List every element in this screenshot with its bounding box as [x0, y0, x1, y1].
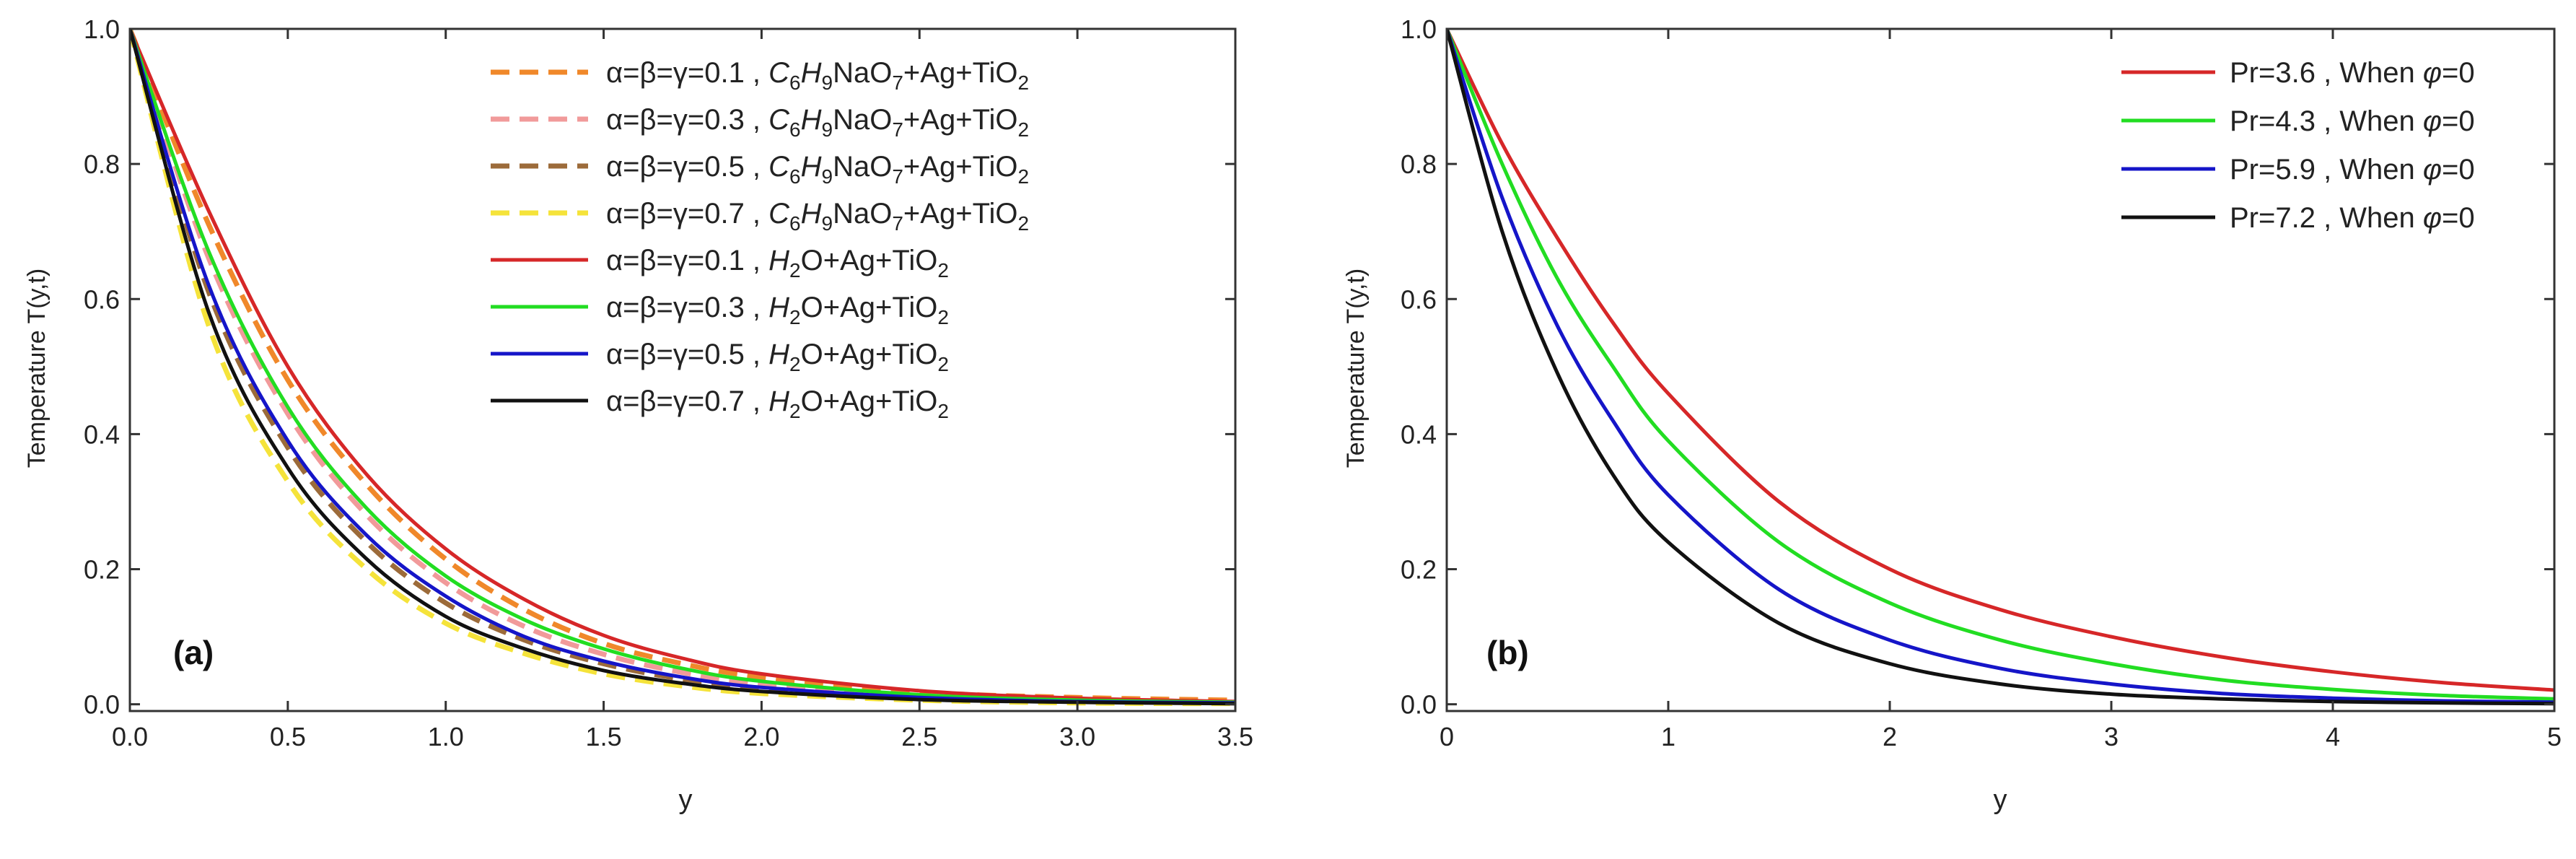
x-tick-label: 0.0 — [112, 722, 148, 751]
plot-frame — [128, 27, 1237, 712]
legend-entry: Pr=3.6 , When φ=0 — [2230, 57, 2475, 89]
x-tick-label: 4 — [2326, 722, 2340, 751]
x-axis-label: y — [1994, 785, 2007, 815]
x-axis-label: y — [679, 785, 693, 815]
y-tick-label: 0.0 — [1401, 690, 1437, 720]
y-tick-label: 1.0 — [84, 14, 120, 44]
series-line-1 — [1447, 29, 2554, 692]
y-tick-label: 1.0 — [1401, 14, 1437, 44]
series-line-4 — [1447, 29, 2554, 706]
chart-panel-a: 0.0 0.5 1.0 1.5 2.0 2.5 3.0 3.5 0.0 0.2 0.4 0.6 0.8 1… — [23, 14, 1253, 815]
legend: Pr=3.6 , When φ=0 Pr=4.3 , When φ=0 Pr=5.9… — [2121, 57, 2475, 234]
legend-entry: α=β=γ=0.3 , H2O+Ag+TiO2 — [606, 292, 949, 328]
y-tick-label: 0.4 — [1401, 419, 1437, 449]
legend: α=β=γ=0.1 , C6H9NaO7+Ag+TiO2 α=β=γ=0.3 , … — [491, 57, 1029, 422]
x-tick-label: 0 — [1440, 722, 1454, 751]
series-line-2 — [1447, 29, 2554, 701]
x-tick-label: 3.5 — [1217, 722, 1253, 751]
x-tick-label: 2.0 — [743, 722, 779, 751]
y-tick-label: 0.8 — [1401, 149, 1437, 179]
panel-label: (a) — [173, 634, 214, 671]
series-line-8 — [130, 29, 1235, 706]
y-tick-label: 0.2 — [1401, 555, 1437, 585]
x-tick-label: 1 — [1661, 722, 1675, 751]
x-tick-label: 3 — [2104, 722, 2119, 751]
x-tick-label: 2.5 — [901, 722, 937, 751]
x-tick-label: 0.5 — [270, 722, 306, 751]
plot-frame — [1445, 27, 2556, 712]
legend-entry: Pr=5.9 , When φ=0 — [2230, 154, 2475, 186]
series-line-3 — [1447, 29, 2554, 705]
series-group — [1447, 29, 2554, 706]
x-tick-label: 1.5 — [586, 722, 622, 751]
chart-panel-b: 0 1 2 3 4 5 0.0 0.2 0.4 0.6 0.8 1.0 y Temperature T(y… — [1342, 14, 2562, 815]
series-group — [130, 29, 1235, 707]
series-line-6 — [130, 29, 1235, 705]
y-axis-label: Temperature T(y,t) — [1342, 269, 1370, 468]
x-tick-label: 5 — [2547, 722, 2562, 751]
y-tick-label: 0.6 — [84, 284, 120, 314]
legend-entry: α=β=γ=0.7 , C6H9NaO7+Ag+TiO2 — [606, 198, 1029, 235]
legend-entry: α=β=γ=0.1 , C6H9NaO7+Ag+TiO2 — [606, 57, 1029, 94]
legend-entry: Pr=7.2 , When φ=0 — [2230, 202, 2475, 234]
y-tick-label: 0.6 — [1401, 284, 1437, 314]
x-tick-label: 1.0 — [428, 722, 464, 751]
y-axis-label: Temperature T(y,t) — [23, 269, 51, 468]
legend-entry: α=β=γ=0.5 , H2O+Ag+TiO2 — [606, 339, 949, 375]
y-tick-label: 0.2 — [84, 555, 120, 585]
x-tick-label: 2 — [1883, 722, 1897, 751]
y-tick-label: 0.8 — [84, 149, 120, 179]
y-tick-label: 0.4 — [84, 419, 120, 449]
x-tick-label: 3.0 — [1059, 722, 1095, 751]
series-line-3 — [130, 29, 1235, 706]
panel-label: (b) — [1486, 634, 1529, 671]
legend-entry: α=β=γ=0.1 , H2O+Ag+TiO2 — [606, 245, 949, 282]
series-line-5 — [130, 29, 1235, 704]
legend-entry: α=β=γ=0.7 , H2O+Ag+TiO2 — [606, 385, 949, 422]
legend-entry: α=β=γ=0.3 , C6H9NaO7+Ag+TiO2 — [606, 104, 1029, 141]
legend-entry: α=β=γ=0.5 , C6H9NaO7+Ag+TiO2 — [606, 151, 1029, 188]
y-tick-label: 0.0 — [84, 690, 120, 720]
legend-entry: Pr=4.3 , When φ=0 — [2230, 105, 2475, 137]
